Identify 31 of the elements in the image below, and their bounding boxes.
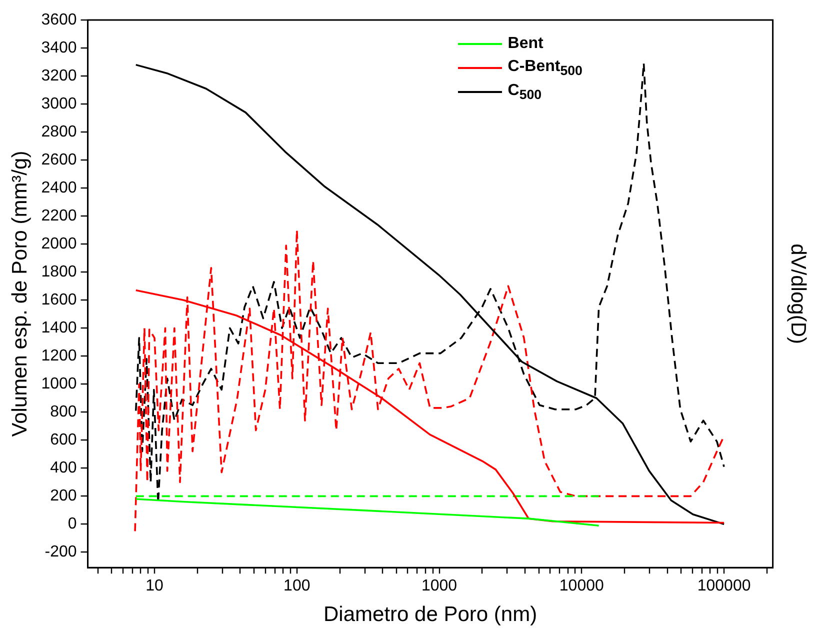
- y2-axis-title: dV/dlog(D): [786, 244, 810, 344]
- y-tick-label: 2600: [41, 151, 77, 168]
- x-axis-title: Diametro de Poro (nm): [324, 603, 538, 626]
- y-tick-label: 600: [50, 432, 77, 449]
- y-tick-label: 3600: [41, 11, 77, 28]
- x-tick-label: 10: [146, 578, 164, 595]
- x-tick-label: 1000: [421, 578, 458, 595]
- y-tick-label: 400: [50, 460, 77, 477]
- y-tick-label: 3200: [41, 67, 77, 84]
- y-tick-label: 1000: [41, 376, 77, 393]
- y-tick-label: 2800: [41, 123, 77, 140]
- legend-label: Bent: [508, 35, 544, 53]
- y-tick-label: 1800: [41, 264, 77, 280]
- y-tick-label: 2200: [41, 207, 77, 224]
- y-tick-label: 800: [50, 404, 77, 421]
- x-tick-label: 100: [284, 578, 310, 595]
- y-axis-title: Volumen esp. de Poro (mm³/g): [8, 150, 32, 437]
- y-tick-label: 3000: [41, 95, 77, 112]
- y-tick-label: 2400: [41, 179, 77, 196]
- x-tick-label: 100000: [697, 578, 751, 595]
- x-tick-label: 10000: [559, 578, 604, 595]
- y-tick-label: 1600: [41, 292, 77, 309]
- y-tick-label: 1400: [41, 320, 77, 337]
- legend-label: C-Bent$_{500}$: [508, 58, 582, 78]
- y-tick-label: 2000: [41, 235, 77, 252]
- y-tick-label: 1200: [41, 348, 77, 365]
- y-tick-label: -200: [44, 544, 77, 561]
- y-tick-label: 200: [50, 488, 77, 505]
- y-tick-label: 0: [68, 516, 77, 533]
- legend-label: C$_{500}$: [508, 82, 542, 102]
- y-tick-label: 3400: [41, 39, 77, 56]
